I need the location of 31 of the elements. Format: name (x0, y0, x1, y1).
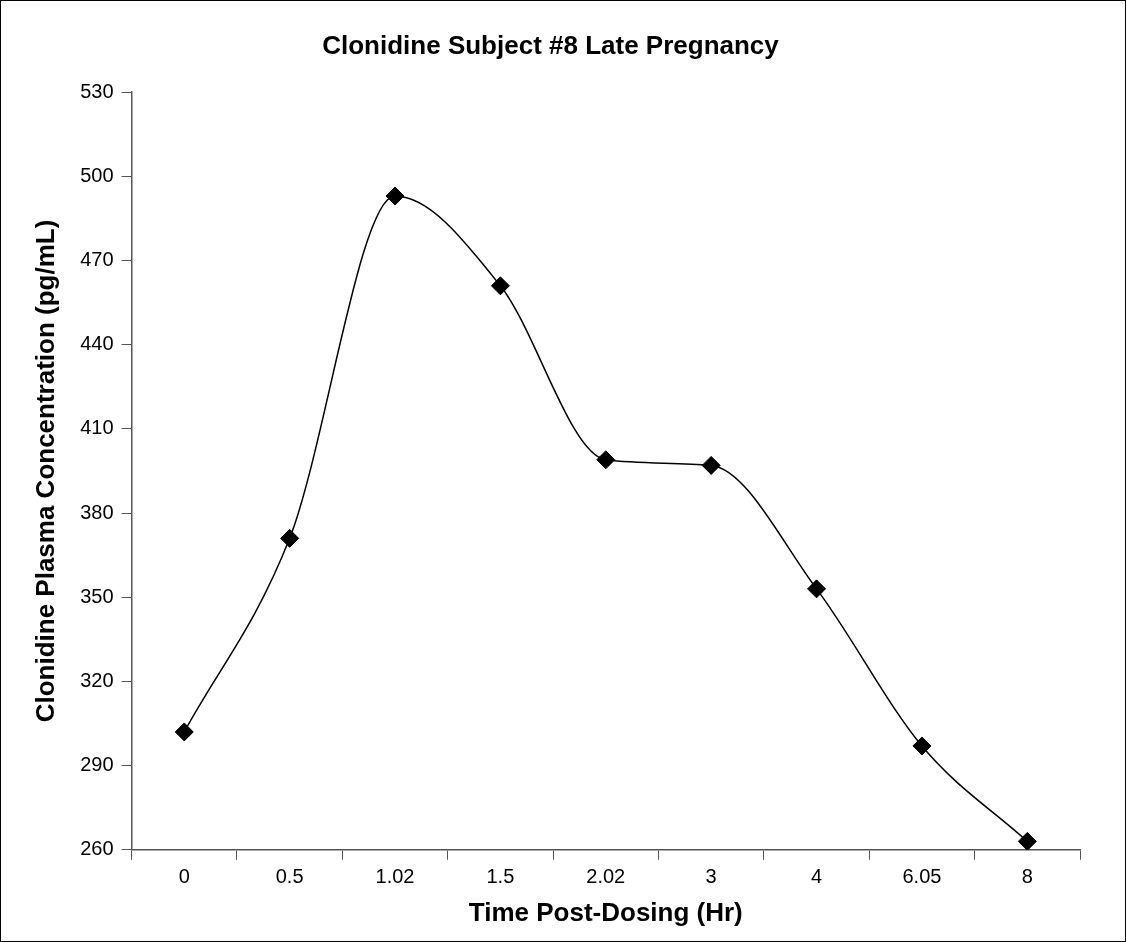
x-tick-label: 2.02 (586, 865, 626, 888)
point (280, 528, 300, 548)
point (174, 722, 194, 742)
point (385, 186, 405, 206)
chart-title: Clonidine Subject #8 Late Pregnancy (322, 29, 780, 60)
y-tick-label: 380 (80, 500, 114, 523)
point (807, 579, 827, 599)
y-tick-label: 440 (80, 332, 114, 355)
y-tick-label: 260 (80, 837, 114, 860)
y-tick-label: 320 (80, 668, 114, 691)
y-tick-label: 350 (80, 584, 114, 607)
x-tick-label: 1.02 (375, 865, 415, 888)
y-tick-label: 410 (80, 416, 114, 439)
y-tick-label: 500 (80, 163, 114, 186)
x-tick-label: 1.5 (486, 865, 515, 888)
x-tick-label: 8 (1021, 865, 1033, 888)
x-tick-label: 0.5 (275, 865, 304, 888)
point (490, 276, 510, 296)
x-tick-label: 0 (178, 865, 190, 888)
point (701, 455, 721, 475)
point (596, 450, 616, 470)
y-tick-label: 290 (80, 753, 114, 776)
point (912, 736, 932, 756)
y-axis-title: Clonidine Plasma Concentration (pg/mL) (29, 219, 60, 723)
x-tick-label: 6.05 (902, 865, 942, 888)
point (1017, 831, 1037, 850)
x-tick-label: 3 (705, 865, 717, 888)
y-tick-label: 530 (80, 79, 114, 102)
y-tick-label: 470 (80, 248, 114, 271)
x-tick-label: 4 (810, 865, 823, 888)
x-axis-title: Time Post-Dosing (Hr) (468, 896, 743, 927)
